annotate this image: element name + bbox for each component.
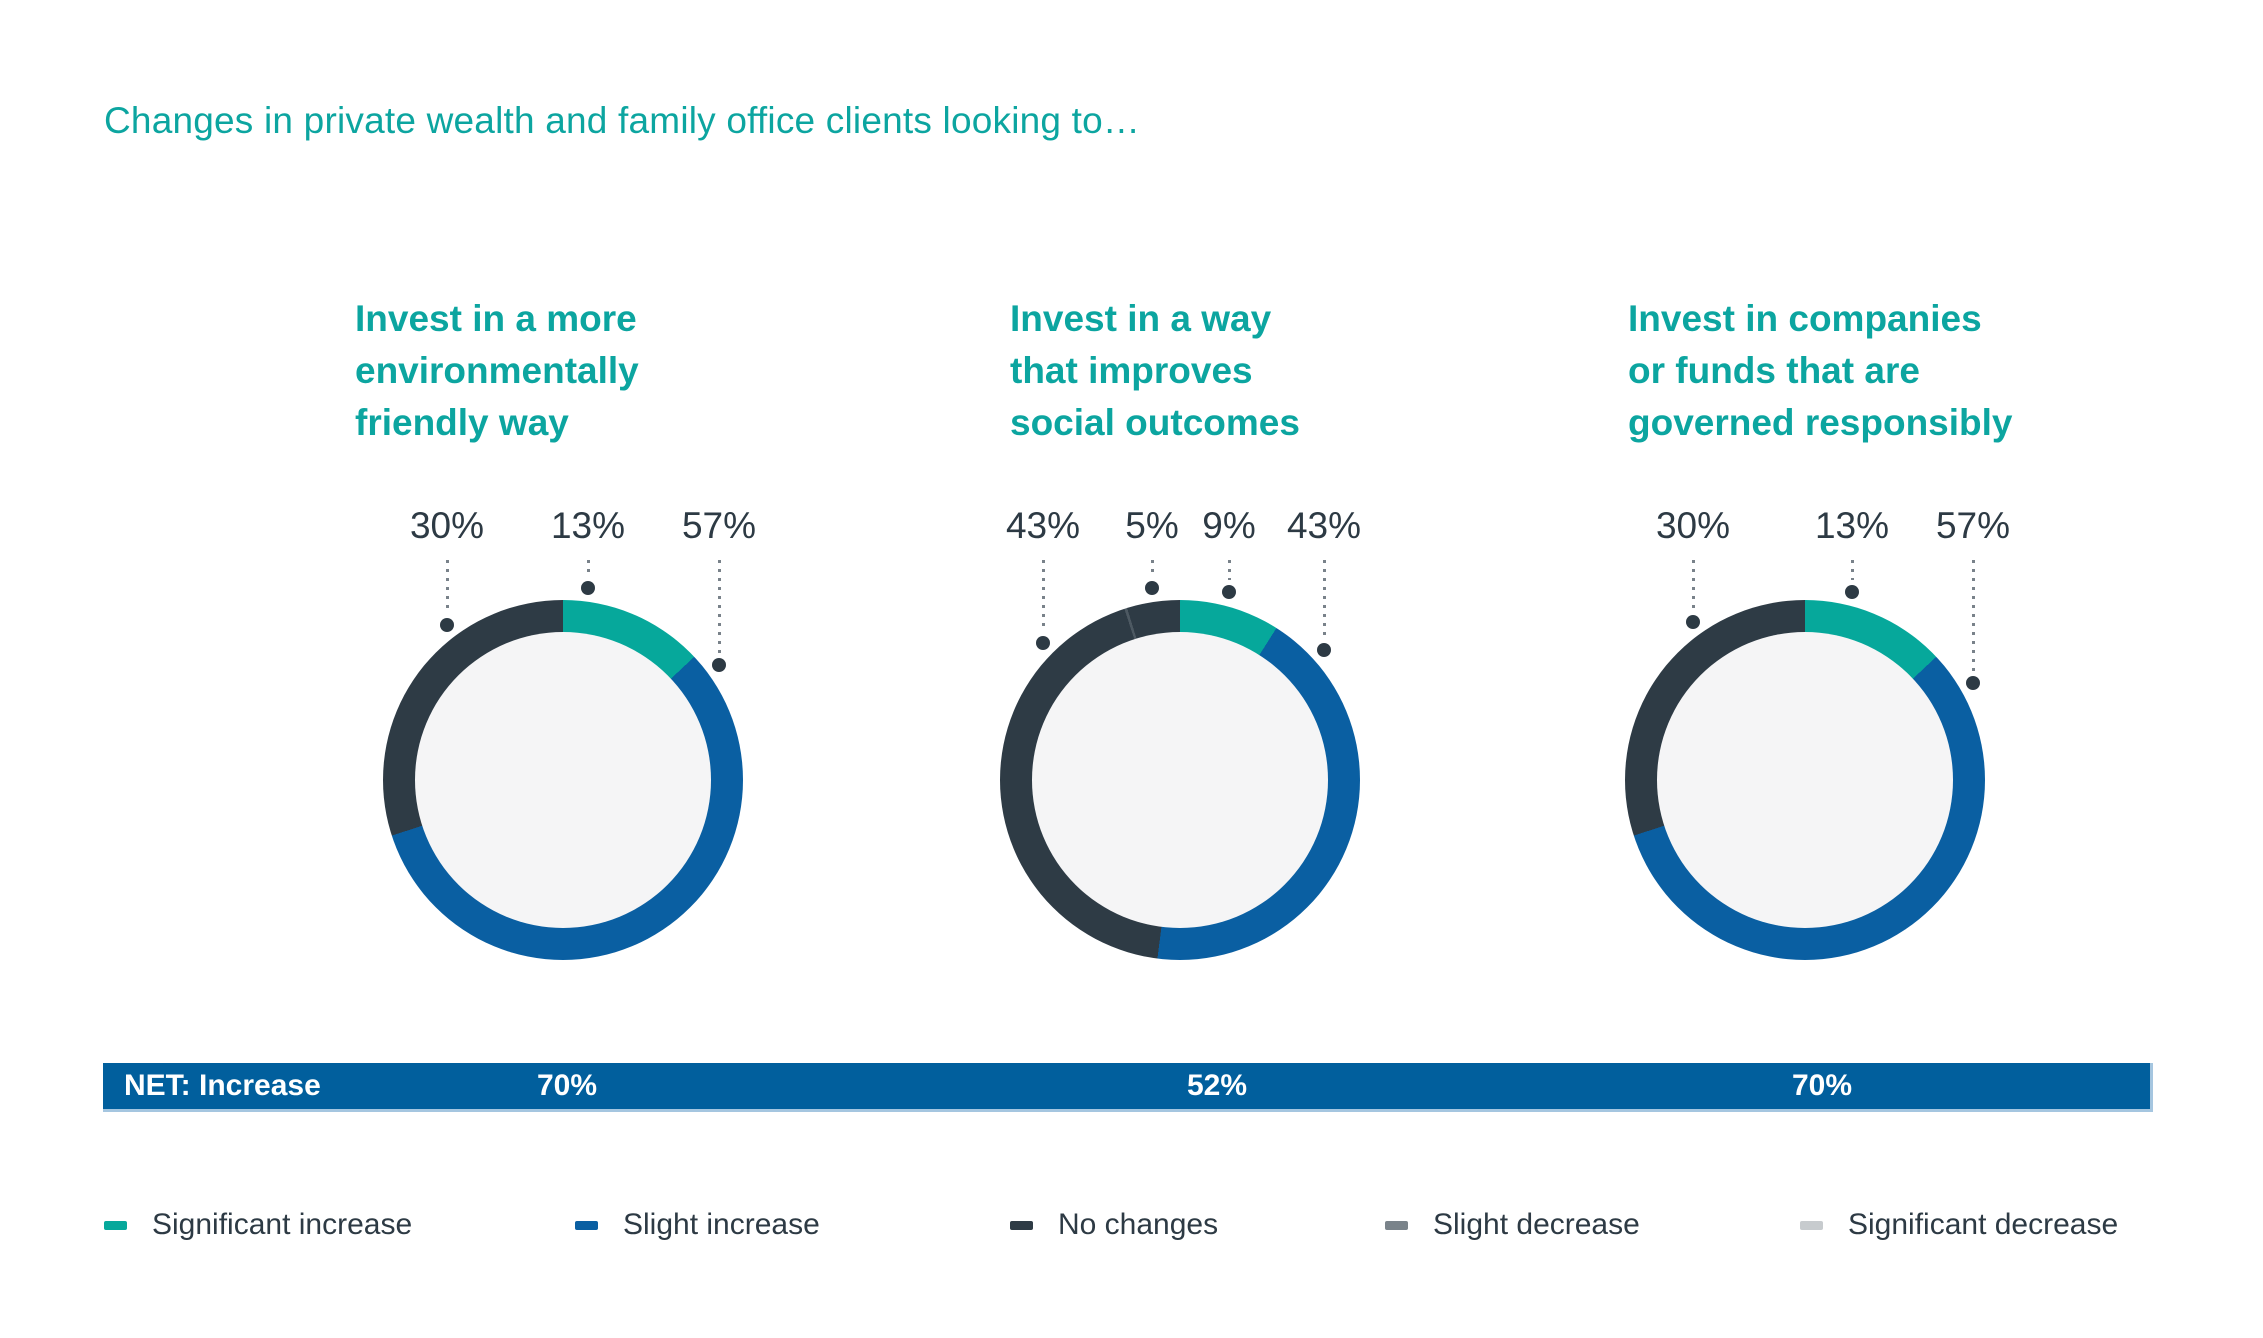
legend-item: Significant increase <box>104 1203 412 1247</box>
legend-swatch-icon <box>1800 1220 1823 1230</box>
panel-heading: Invest in a more environmentally friendl… <box>355 298 639 443</box>
callout-dot-icon <box>712 657 726 672</box>
callout-dot-icon <box>1845 584 1859 599</box>
callout-leader-line <box>446 560 449 613</box>
callout-leader-line <box>1228 560 1231 581</box>
callout-leader-line <box>718 560 721 653</box>
panel-heading: Invest in a way that improves social out… <box>1010 298 1300 443</box>
legend-item-label: Significant decrease <box>1848 1208 2119 1241</box>
donut-hole <box>1657 632 1953 928</box>
callout-dot-icon <box>440 617 454 632</box>
net-increase-value: 52% <box>1186 1069 1248 1102</box>
legend-item: Slight increase <box>575 1203 820 1247</box>
legend-swatch-icon <box>1010 1220 1033 1230</box>
donut-chart <box>383 600 743 960</box>
net-increase-label: NET: Increase <box>124 1069 321 1102</box>
callout-dot-icon <box>1966 675 1980 690</box>
net-increase-bar: NET: Increase 70% 52% 70% <box>103 1063 2153 1112</box>
callout-dot-icon <box>1222 585 1236 600</box>
donut-chart <box>1625 600 1985 960</box>
callout-label: 57% <box>681 505 757 546</box>
callout-label: 5% <box>1125 505 1179 546</box>
legend-swatch-icon <box>1385 1220 1408 1230</box>
callout-label: 30% <box>1655 505 1731 546</box>
donut-hole <box>415 632 711 928</box>
callout-leader-line <box>1323 560 1326 638</box>
callout-leader-line <box>1151 560 1154 577</box>
net-increase-value: 70% <box>536 1069 598 1102</box>
legend-swatch-icon <box>575 1220 598 1230</box>
callout-label: 13% <box>1814 505 1890 546</box>
legend-item-label: Slight increase <box>623 1208 820 1241</box>
callout-label: 13% <box>550 505 626 546</box>
callout-leader-line <box>1042 560 1045 631</box>
callout-label: 43% <box>1286 505 1362 546</box>
legend-item: Significant decrease <box>1800 1203 2118 1247</box>
callout-leader-line <box>1972 560 1975 671</box>
callout-label: 9% <box>1202 505 1256 546</box>
callout-leader-line <box>1851 560 1854 580</box>
callout-dot-icon <box>1317 643 1331 657</box>
callout-dot-icon <box>1036 635 1050 650</box>
callout-label: 30% <box>409 505 485 546</box>
legend: Significant increase Slight increase No … <box>0 1203 2263 1247</box>
legend-swatch-icon <box>104 1220 127 1230</box>
panel-heading: Invest in companies or funds that are go… <box>1628 298 2013 443</box>
legend-item-label: Significant increase <box>152 1208 413 1241</box>
legend-item: No changes <box>1010 1203 1218 1247</box>
callout-label: 43% <box>1005 505 1081 546</box>
net-increase-value: 70% <box>1791 1069 1853 1102</box>
donut-chart <box>1000 600 1360 960</box>
callout-dot-icon <box>1686 614 1700 629</box>
legend-item: Slight decrease <box>1385 1203 1640 1247</box>
donut-hole <box>1032 632 1328 928</box>
chart-title: Changes in private wealth and family off… <box>104 100 1141 141</box>
legend-item-label: No changes <box>1058 1208 1219 1241</box>
callout-leader-line <box>587 560 590 576</box>
callout-dot-icon <box>581 580 595 595</box>
callout-dot-icon <box>1145 581 1159 596</box>
callout-label: 57% <box>1935 505 2011 546</box>
callout-leader-line <box>1692 560 1695 610</box>
legend-item-label: Slight decrease <box>1433 1208 1640 1241</box>
